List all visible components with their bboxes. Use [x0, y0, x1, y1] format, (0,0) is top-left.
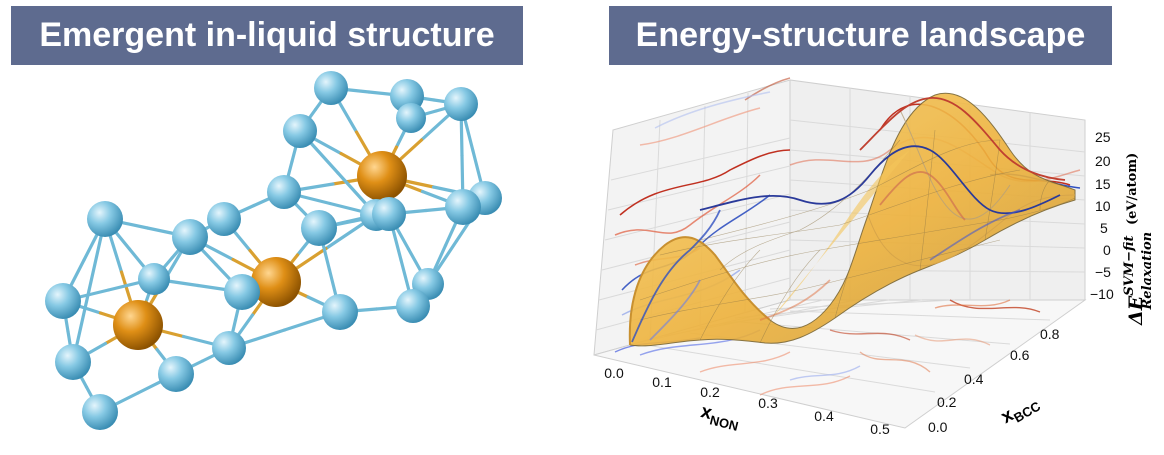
atom-blue [45, 283, 81, 319]
atom-blue [224, 274, 260, 310]
z-axis-ticks: 25 20 15 10 5 0 −5 −10 [1090, 129, 1114, 302]
z-tick-label: 15 [1095, 176, 1111, 192]
atom-blue [267, 175, 301, 209]
atom-blue [158, 356, 194, 392]
atom-blue [444, 87, 478, 121]
atom-blue [301, 210, 337, 246]
atom-blue [55, 344, 91, 380]
z-axis-label-sub: Relaxation [1140, 232, 1155, 311]
y-tick-label: 0.8 [1040, 326, 1060, 342]
energy-surface [628, 92, 1076, 347]
y-axis-ticks: 0.0 0.2 0.4 0.6 0.8 [928, 326, 1060, 435]
atom-orange [251, 257, 301, 307]
energy-surface-plot [593, 77, 1087, 429]
z-axis-label-sup: SVM−fit [1122, 236, 1137, 296]
x-tick-label: 0.3 [758, 395, 778, 411]
atom-blue [172, 219, 208, 255]
atom-blue [207, 202, 241, 236]
atom-blue [322, 294, 358, 330]
x-axis-label: xNON [698, 401, 742, 434]
atom-blue [396, 103, 426, 133]
atom-orange [113, 300, 163, 350]
y-tick-label: 0.4 [964, 371, 984, 387]
x-tick-label: 0.0 [604, 365, 624, 381]
atom-set [45, 71, 502, 430]
y-tick-label: 0.2 [937, 394, 957, 410]
z-tick-label: 25 [1095, 129, 1111, 145]
atom-blue [396, 289, 430, 323]
atom-blue [314, 71, 348, 105]
x-tick-label: 0.5 [870, 421, 890, 437]
y-axis-label: xBCC [997, 390, 1043, 430]
atom-blue [212, 331, 246, 365]
atom-blue [445, 189, 481, 225]
atom-orange [357, 151, 407, 201]
x-tick-label: 0.2 [700, 384, 720, 400]
right-panel-title: Energy-structure landscape [609, 6, 1112, 65]
x-axis-ticks: 0.0 0.1 0.2 0.3 0.4 0.5 [604, 365, 890, 437]
atom-blue [87, 201, 123, 237]
z-tick-label: 5 [1100, 220, 1108, 236]
left-panel-title: Emergent in-liquid structure [11, 6, 523, 65]
atom-blue [82, 394, 118, 430]
z-tick-label: −5 [1095, 264, 1111, 280]
z-axis-unit: (eV/atom) [1125, 153, 1140, 225]
surface-contours [631, 97, 1066, 343]
surface-mesh [639, 129, 1076, 344]
atomic-cluster [45, 71, 502, 430]
z-tick-label: −10 [1090, 286, 1114, 302]
y-tick-label: 0.0 [928, 419, 948, 435]
x-tick-label: 0.1 [652, 374, 672, 390]
atom-blue [283, 114, 317, 148]
atom-blue [372, 197, 406, 231]
atom-blue [138, 263, 170, 295]
z-axis-label-main: ΔE [1125, 295, 1147, 326]
z-tick-label: 0 [1103, 242, 1111, 258]
x-tick-label: 0.4 [814, 408, 834, 424]
z-tick-label: 20 [1095, 153, 1111, 169]
y-tick-label: 0.6 [1010, 347, 1030, 363]
bond-network [61, 86, 487, 414]
z-tick-label: 10 [1095, 198, 1111, 214]
z-axis-label: ΔESVM−fit Relaxation (eV/atom) [1122, 153, 1155, 326]
